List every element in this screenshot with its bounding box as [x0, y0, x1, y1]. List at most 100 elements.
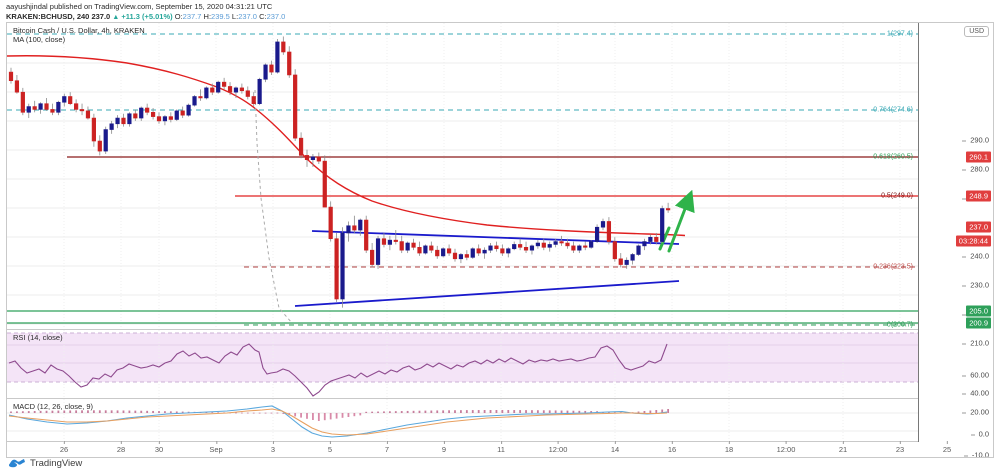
time-axis-label: 7 — [384, 441, 390, 454]
brand-name: TradingView — [30, 457, 83, 469]
macd-histogram-bar — [169, 411, 172, 413]
candle-body — [44, 103, 49, 110]
macd-histogram-bar — [87, 410, 89, 413]
macd-histogram-bar — [45, 410, 48, 413]
time-axis-label: 3 — [270, 441, 276, 454]
candle-body — [571, 245, 576, 251]
price-pane[interactable]: Bitcoin Cash / U.S. Dollar, 4h, KRAKEN M… — [7, 23, 919, 328]
close-label: C: — [259, 12, 267, 21]
macd-histogram-bar — [10, 411, 12, 413]
macd-histogram-bar — [16, 411, 18, 413]
candle-body — [594, 226, 600, 242]
candle-body — [245, 90, 250, 97]
macd-histogram-bar — [359, 413, 362, 416]
candle-body — [523, 247, 529, 251]
candle-body — [364, 219, 369, 251]
candle-body — [133, 113, 138, 119]
candle-body — [393, 239, 398, 242]
candle-body — [423, 245, 428, 254]
macd-slow-line — [8, 408, 668, 436]
macd-histogram-bar — [483, 410, 486, 413]
macd-histogram-bar — [590, 411, 593, 413]
macd-histogram-bar — [661, 409, 664, 413]
macd-histogram-bar — [140, 410, 143, 413]
time-axis-label: 5 — [327, 441, 333, 454]
macd-histogram-bar — [341, 413, 344, 418]
macd-histogram-bar — [465, 410, 468, 413]
macd-histogram-bar — [519, 410, 522, 413]
fib-level-label: 0(200.7) — [886, 321, 913, 329]
candlestick-series — [8, 36, 671, 308]
ma-indicator-label: MA (100, close) — [13, 35, 66, 44]
macd-histogram-bar — [270, 412, 273, 414]
price-axis-tick: 290.0 — [962, 135, 989, 145]
candle-body — [103, 129, 108, 152]
macd-histogram-bar — [282, 413, 285, 414]
currency-badge[interactable]: USD — [964, 26, 989, 37]
candle-body — [500, 248, 505, 254]
macd-histogram-bar — [63, 410, 66, 413]
candle-body — [233, 87, 239, 93]
time-axis-label: Sep — [209, 441, 223, 454]
candle-body — [20, 91, 25, 113]
macd-pane[interactable]: MACD (12, 26, close, 9) — [7, 398, 919, 442]
triangle-trendlines — [294, 230, 680, 307]
macd-histogram-bar — [560, 410, 563, 413]
candle-body — [127, 113, 132, 125]
axis-price-marker: 260.1 — [966, 151, 991, 163]
candle-body — [298, 137, 304, 156]
axis-price-marker: 200.9 — [966, 317, 991, 329]
macd-histogram-bar — [353, 413, 356, 417]
candle-body — [654, 236, 659, 242]
candle-body — [304, 155, 310, 161]
candle-body — [589, 241, 594, 248]
macd-histogram-bar — [667, 409, 670, 413]
candle-body — [358, 219, 363, 231]
rsi-axis-tick: 20.00 — [962, 407, 989, 417]
macd-histogram-bar — [240, 412, 243, 414]
macd-histogram-bar — [33, 410, 36, 413]
time-axis-label: 18 — [724, 441, 734, 454]
candle-body — [168, 116, 173, 120]
macd-histogram-bar — [134, 410, 137, 413]
candle-body — [518, 244, 523, 248]
macd-histogram-bar — [246, 412, 249, 414]
time-axis[interactable]: 26 28 30 Sep 3 5 7 9 11 12:00 14 16 18 12:00 21 23 25 — [6, 441, 994, 458]
macd-histogram-bar — [460, 410, 462, 413]
macd-histogram-bar — [377, 411, 379, 413]
candle-body — [334, 238, 339, 300]
macd-histogram-bar — [312, 413, 314, 420]
macd-histogram-bar — [39, 410, 42, 413]
macd-histogram-bar — [548, 410, 551, 413]
macd-histogram-bar — [436, 410, 439, 413]
candle-body — [535, 242, 540, 247]
tradingview-logo-icon — [9, 459, 25, 468]
price-axis-tick: 230.0 — [962, 280, 989, 290]
macd-histogram-bar — [507, 410, 510, 413]
macd-histogram-bar — [365, 411, 368, 413]
time-axis-label: 28 — [116, 441, 126, 454]
candle-body — [405, 242, 410, 251]
rsi-pane[interactable]: RSI (14, close) — [7, 329, 919, 397]
open-value: 237.7 — [182, 12, 202, 21]
candle-body — [375, 238, 381, 265]
candle-body — [559, 241, 564, 244]
rsi-band — [7, 333, 919, 382]
price-axis-tick: 280.0 — [962, 164, 989, 174]
macd-histogram-bar — [276, 412, 279, 414]
price-axis[interactable]: USD 290.0280.0270.0240.0230.0220.0210.06… — [918, 23, 993, 460]
macd-histogram-bar — [578, 410, 581, 413]
macd-histogram-bar — [608, 412, 610, 413]
candle-body — [121, 117, 126, 125]
candle-body — [145, 107, 150, 113]
axis-price-marker: 205.0 — [966, 305, 991, 317]
rsi-axis-tick: 60.00 — [962, 370, 989, 380]
price-chart-svg — [7, 23, 919, 328]
candle-body — [162, 116, 168, 122]
fib-level-label: 0.236(223.5) — [873, 263, 913, 271]
candle-body — [91, 117, 96, 142]
macd-histogram-bar — [613, 412, 616, 413]
candle-body — [275, 41, 280, 73]
candle-body — [310, 156, 316, 161]
candle-body — [210, 87, 215, 93]
